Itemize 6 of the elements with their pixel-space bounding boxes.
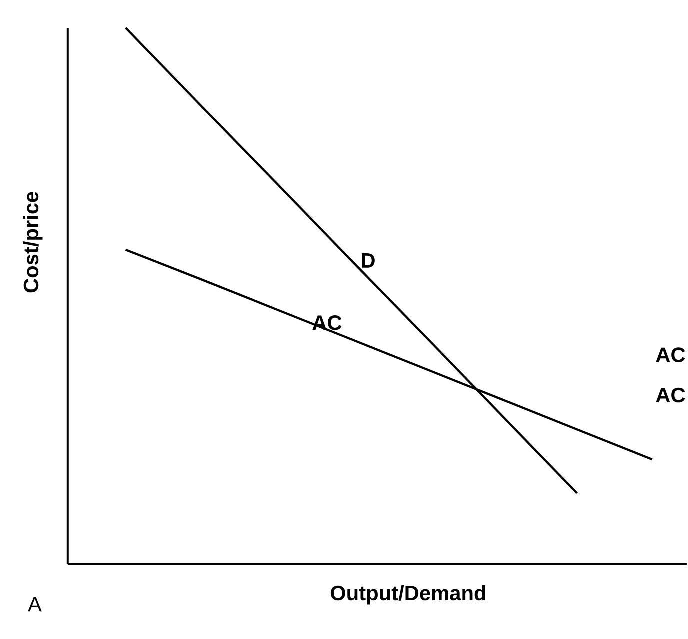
- y-axis-title: Cost/price: [23, 192, 43, 293]
- annotation: AC: [656, 348, 686, 362]
- x-axis-title: Output/Demand: [330, 585, 486, 605]
- annotation: AC: [656, 388, 686, 403]
- text: A: [28, 597, 42, 612]
- series-label: D: [362, 253, 375, 268]
